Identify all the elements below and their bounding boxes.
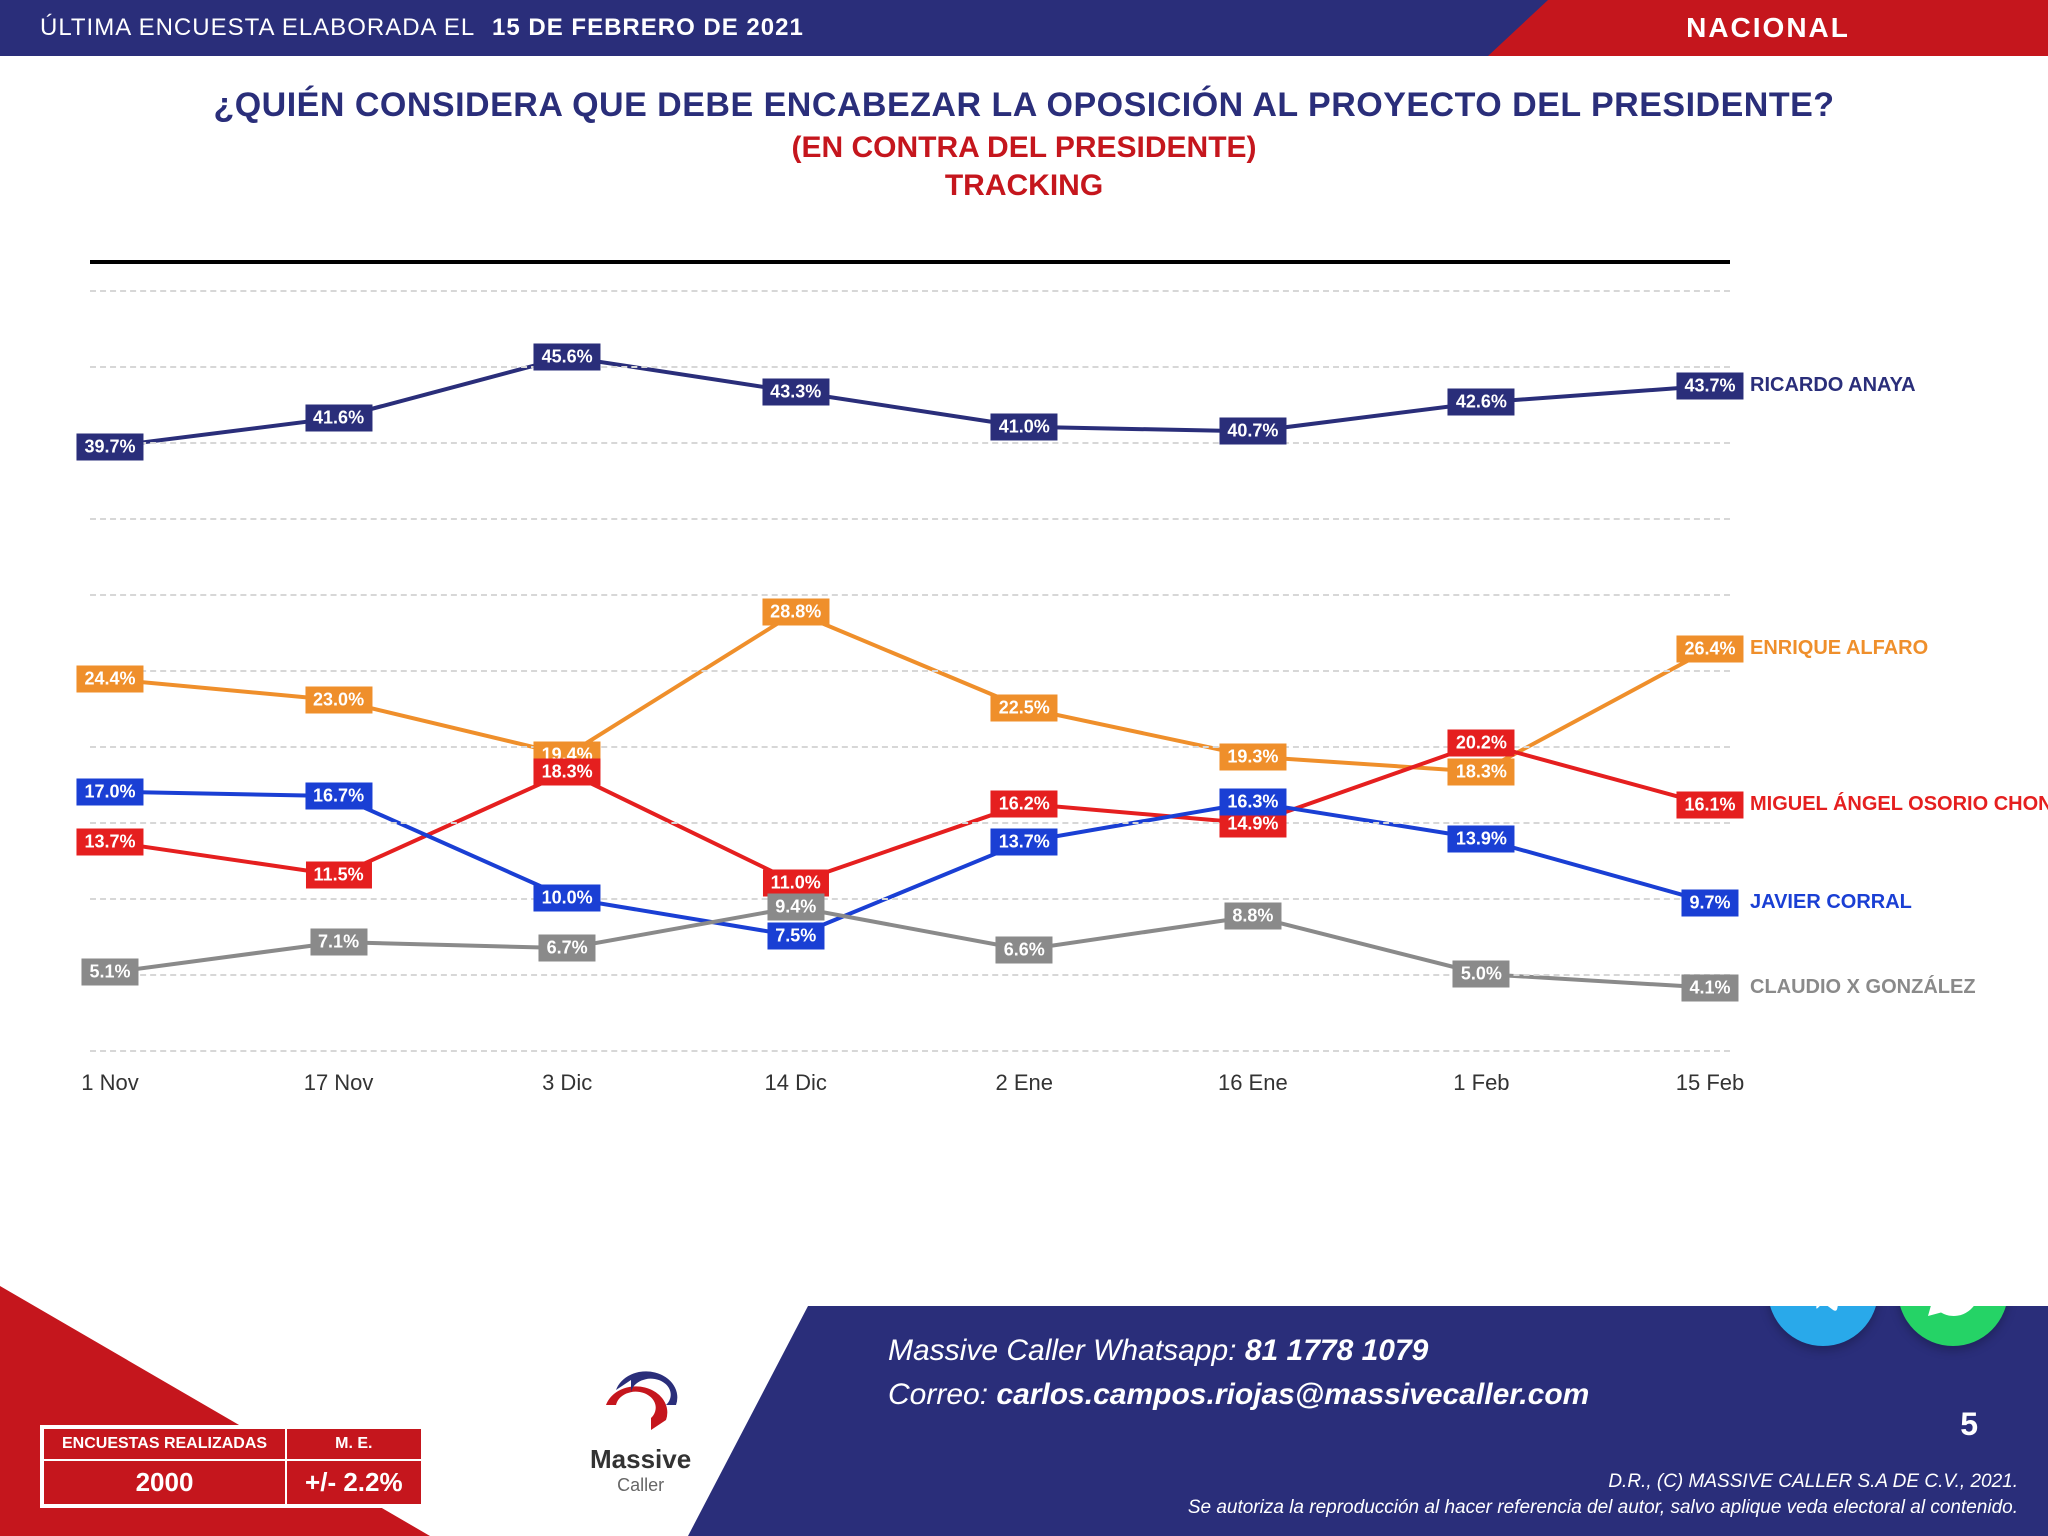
social-buttons — [1768, 1236, 2008, 1346]
x-axis-label: 15 Feb — [1676, 1070, 1745, 1096]
footer-navy-panel: Massive Caller Whatsapp: 81 1778 1079 Co… — [688, 1306, 2048, 1536]
data-point-label: 16.2% — [991, 790, 1058, 817]
data-point-label: 39.7% — [76, 433, 143, 460]
series-name-label: JAVIER CORRAL — [1750, 891, 1912, 914]
x-axis-label: 16 Ene — [1218, 1070, 1288, 1096]
title-block: ¿QUIÉN CONSIDERA QUE DEBE ENCABEZAR LA O… — [0, 86, 2048, 203]
chart-plot: 39.7%41.6%45.6%43.3%41.0%40.7%42.6%43.7%… — [90, 290, 1730, 1050]
stats-n-header: ENCUESTAS REALIZADAS — [43, 1428, 286, 1460]
data-point-label: 18.3% — [1448, 758, 1515, 785]
stats-n-value: 2000 — [43, 1460, 286, 1505]
data-point-label: 42.6% — [1448, 389, 1515, 416]
header-date: 15 DE FEBRERO DE 2021 — [492, 14, 804, 41]
data-point-label: 20.2% — [1448, 729, 1515, 756]
whatsapp-button[interactable] — [1898, 1236, 2008, 1346]
data-point-label: 13.7% — [991, 828, 1058, 855]
data-point-label: 16.3% — [1219, 789, 1286, 816]
series-name-label: MIGUEL ÁNGEL OSORIO CHONG — [1750, 793, 2048, 816]
data-point-label: 18.3% — [534, 758, 601, 785]
grid-line — [90, 290, 1730, 292]
legal-text: D.R., (C) MASSIVE CALLER S.A DE C.V., 20… — [1188, 1469, 2018, 1522]
whatsapp-icon — [1923, 1261, 1983, 1321]
data-point-label: 7.1% — [310, 929, 367, 956]
data-point-label: 24.4% — [76, 666, 143, 693]
chart-top-rule — [90, 260, 1730, 264]
contact-wa-label: Massive Caller Whatsapp: — [888, 1334, 1236, 1367]
data-point-label: 5.0% — [1453, 961, 1510, 988]
title-main: ¿QUIÉN CONSIDERA QUE DEBE ENCABEZAR LA O… — [0, 86, 2048, 125]
stats-me-value: +/- 2.2% — [286, 1460, 422, 1505]
grid-line — [90, 594, 1730, 596]
data-point-label: 28.8% — [762, 599, 829, 626]
data-point-label: 6.7% — [539, 935, 596, 962]
header-scope-badge: NACIONAL — [1488, 0, 2048, 56]
data-point-label: 23.0% — [305, 687, 372, 714]
logo: Massive Caller — [590, 1370, 691, 1496]
data-point-label: 11.5% — [306, 862, 372, 889]
data-point-label: 10.0% — [534, 885, 601, 912]
grid-line — [90, 1050, 1730, 1052]
x-axis-label: 17 Nov — [304, 1070, 374, 1096]
header-scope: NACIONAL — [1686, 12, 1850, 44]
data-point-label: 8.8% — [1224, 903, 1281, 930]
contact-mail: carlos.campos.riojas@massivecaller.com — [996, 1378, 1589, 1411]
data-point-label: 43.3% — [762, 378, 829, 405]
stats-me-header: M. E. — [286, 1428, 422, 1460]
grid-line — [90, 518, 1730, 520]
data-point-label: 7.5% — [767, 923, 824, 950]
title-sub2: TRACKING — [0, 169, 2048, 203]
data-point-label: 16.7% — [305, 783, 372, 810]
series-name-label: CLAUDIO X GONZÁLEZ — [1750, 976, 1976, 999]
data-point-label: 9.7% — [1681, 889, 1738, 916]
contact-wa-number: 81 1778 1079 — [1245, 1334, 1429, 1367]
page-number: 5 — [1960, 1406, 1978, 1443]
data-point-label: 5.1% — [81, 959, 138, 986]
x-axis-label: 2 Ene — [996, 1070, 1054, 1096]
legal-line-2: Se autoriza la reproducción al hacer ref… — [1188, 1495, 2018, 1522]
series-name-label: RICARDO ANAYA — [1750, 374, 1916, 397]
x-axis-label: 14 Dic — [765, 1070, 827, 1096]
data-point-label: 9.4% — [767, 894, 824, 921]
data-point-label: 17.0% — [76, 778, 143, 805]
contact-mail-label: Correo: — [888, 1378, 988, 1411]
stats-box: ENCUESTAS REALIZADAS M. E. 2000 +/- 2.2% — [40, 1425, 425, 1508]
data-point-label: 13.9% — [1448, 825, 1515, 852]
header-left: ÚLTIMA ENCUESTA ELABORADA EL 15 DE FEBRE… — [40, 14, 804, 42]
header-bar: ÚLTIMA ENCUESTA ELABORADA EL 15 DE FEBRE… — [0, 0, 2048, 56]
grid-line — [90, 366, 1730, 368]
data-point-label: 4.1% — [1681, 974, 1738, 1001]
telegram-button[interactable] — [1768, 1236, 1878, 1346]
telegram-icon — [1793, 1261, 1853, 1321]
logo-text: Massive — [590, 1444, 691, 1475]
grid-line — [90, 898, 1730, 900]
x-axis-label: 1 Nov — [81, 1070, 138, 1096]
grid-line — [90, 822, 1730, 824]
x-axis-label: 1 Feb — [1453, 1070, 1509, 1096]
title-sub1: (EN CONTRA DEL PRESIDENTE) — [0, 131, 2048, 165]
data-point-label: 41.0% — [991, 413, 1058, 440]
logo-mark-icon — [591, 1370, 691, 1440]
grid-line — [90, 670, 1730, 672]
data-point-label: 45.6% — [534, 343, 601, 370]
data-point-label: 41.6% — [305, 404, 372, 431]
chart-area: 39.7%41.6%45.6%43.3%41.0%40.7%42.6%43.7%… — [90, 260, 1950, 1140]
data-point-label: 19.3% — [1219, 743, 1286, 770]
x-axis-label: 3 Dic — [542, 1070, 592, 1096]
data-point-label: 26.4% — [1676, 635, 1743, 662]
data-point-label: 43.7% — [1676, 372, 1743, 399]
footer: ENCUESTAS REALIZADAS M. E. 2000 +/- 2.2%… — [0, 1286, 2048, 1536]
data-point-label: 40.7% — [1219, 418, 1286, 445]
contact-block: Massive Caller Whatsapp: 81 1778 1079 Co… — [888, 1334, 1589, 1412]
series-name-label: ENRIQUE ALFARO — [1750, 637, 1928, 660]
data-point-label: 11.0% — [763, 869, 829, 896]
data-point-label: 22.5% — [991, 695, 1058, 722]
logo-subtext: Caller — [590, 1475, 691, 1496]
data-point-label: 13.7% — [76, 828, 143, 855]
data-point-label: 6.6% — [996, 936, 1053, 963]
grid-line — [90, 442, 1730, 444]
legal-line-1: D.R., (C) MASSIVE CALLER S.A DE C.V., 20… — [1188, 1469, 2018, 1496]
data-point-label: 16.1% — [1676, 792, 1743, 819]
header-prefix: ÚLTIMA ENCUESTA ELABORADA EL — [40, 14, 474, 41]
